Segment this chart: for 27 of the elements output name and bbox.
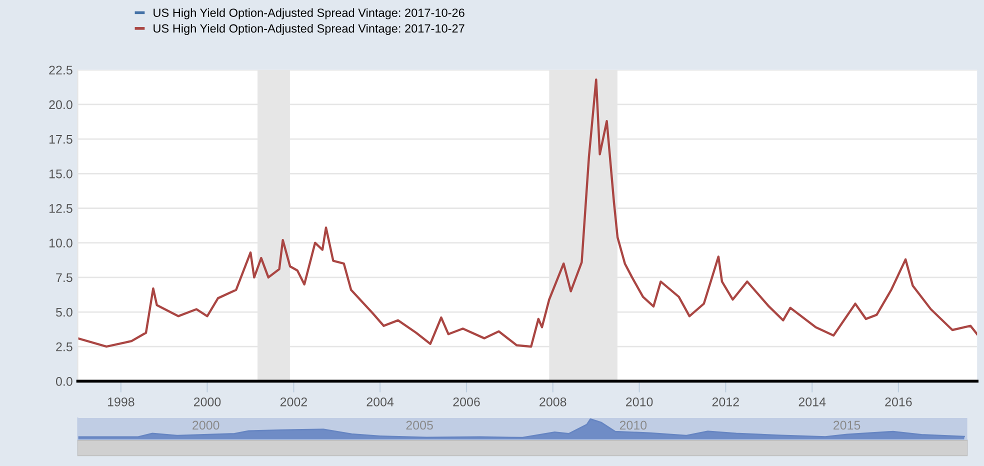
x-tick-label: 2004 xyxy=(366,397,394,406)
x-tick-label: 2002 xyxy=(280,397,307,406)
y-tick-label: 10.0 xyxy=(50,238,72,248)
y-tick-label: 15.0 xyxy=(50,169,72,178)
line-series xyxy=(78,78,978,348)
legend-label: US High Yield Option-Adjusted Spread Vintage: 2017-10-26 xyxy=(154,8,464,20)
x-tick-label: 2014 xyxy=(798,397,826,406)
y-tick-label: 0.0 xyxy=(56,376,72,386)
y-tick-label: 22.5 xyxy=(49,66,72,75)
x-tick-label: 2010 xyxy=(626,397,653,406)
y-tick-label: 7.5 xyxy=(56,273,72,282)
x-tick-label: 2000 xyxy=(192,420,220,430)
x-tick-label: 2010 xyxy=(620,420,647,430)
x-tick-label: 2012 xyxy=(712,397,739,406)
x-tick-label: 2015 xyxy=(834,420,860,430)
x-tick-label: 2016 xyxy=(885,397,912,406)
x-tick-label: 2006 xyxy=(453,397,480,406)
y-tick-label: 12.5 xyxy=(50,204,72,213)
y-tick-label: 2.5 xyxy=(56,342,72,352)
x-tick-label: 2005 xyxy=(406,420,433,430)
y-tick-label: 20.0 xyxy=(49,100,72,110)
x-tick-label: 2000 xyxy=(194,397,221,406)
x-tick-label: 2008 xyxy=(540,397,566,406)
x-tick-label: 1998 xyxy=(108,397,134,406)
legend-label: US High Yield Option-Adjusted Spread Vintage: 2017-10-27 xyxy=(154,24,464,35)
y-tick-label: 5.0 xyxy=(56,308,72,317)
y-tick-label: 17.5 xyxy=(50,135,72,144)
